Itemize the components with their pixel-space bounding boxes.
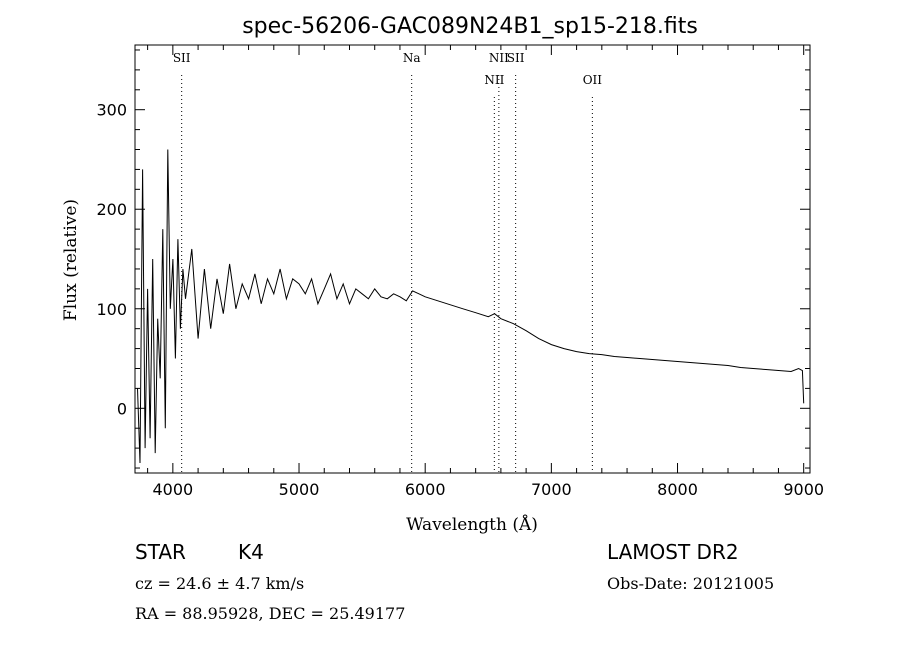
spectral-line-label: Na (403, 51, 421, 65)
y-tick-label: 200 (96, 200, 127, 219)
x-tick-label: 8000 (657, 480, 698, 499)
x-tick-label: 5000 (279, 480, 320, 499)
x-tick-label: 7000 (531, 480, 572, 499)
spectral-line-label: OII (583, 73, 603, 87)
survey-name: LAMOST DR2 (607, 540, 739, 564)
spectral-line-label: NII (489, 51, 509, 65)
x-axis-label: Wavelength (Å) (406, 514, 538, 535)
spectral-line-label: SII (507, 51, 525, 65)
object-subclass: K4 (238, 540, 264, 564)
spectral-line-label: NII (484, 73, 504, 87)
y-tick-label: 0 (117, 399, 127, 418)
y-tick-label: 300 (96, 101, 127, 120)
observation-date: Obs-Date: 20121005 (607, 574, 775, 593)
axis-tick-layer: 4000 5000 6000 7000 8000 9000 0 100 200 300 (96, 45, 824, 499)
spectrum-line (137, 149, 805, 464)
chart-title: spec-56206-GAC089N24B1_sp15-218.fits (242, 14, 698, 39)
y-axis-label: Flux (relative) (61, 199, 81, 321)
x-tick-label: 4000 (152, 480, 193, 499)
x-tick-label: 9000 (783, 480, 824, 499)
plot-frame (134, 44, 811, 474)
spectral-line-label: SII (173, 51, 191, 65)
object-class: STAR (135, 540, 186, 564)
line-annotation-layer: SII Na NII NII OII SII (173, 51, 602, 473)
y-tick-label: 100 (96, 300, 127, 319)
x-tick-label: 6000 (405, 480, 446, 499)
coordinates-text: RA = 88.95928, DEC = 25.49177 (135, 604, 406, 623)
redshift-text: cz = 24.6 ± 4.7 km/s (135, 574, 305, 593)
